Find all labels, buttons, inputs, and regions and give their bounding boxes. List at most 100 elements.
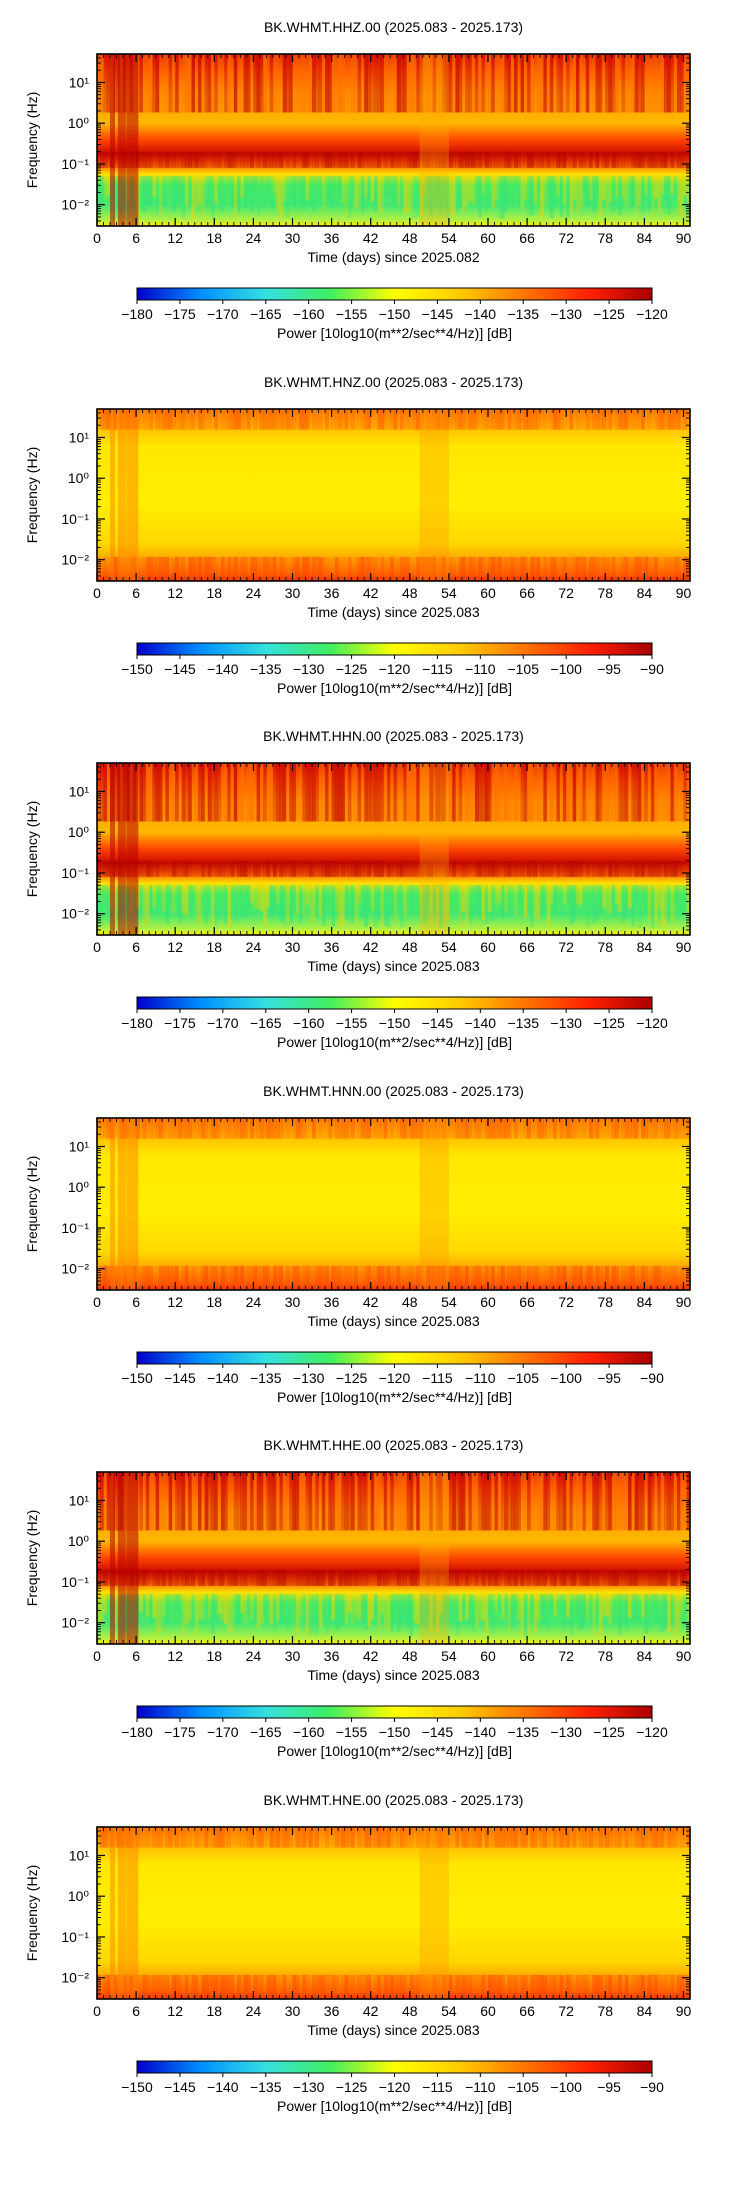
y-tick-label: 10⁰ xyxy=(68,1888,90,1904)
x-tick-label: 84 xyxy=(637,585,653,601)
spectrogram-panel: BK.WHMT.HNZ.00 (2025.083 - 2025.173) 0 6 12… xyxy=(0,365,750,725)
x-tick-label: 42 xyxy=(363,230,379,246)
colorbar-tick-label: −135 xyxy=(250,1370,282,1386)
x-tick-label: 24 xyxy=(246,585,262,601)
x-tick-label: 18 xyxy=(207,1294,223,1310)
x-tick-label: 24 xyxy=(246,230,262,246)
spectrogram-svg: BK.WHMT.HNE.00 (2025.083 - 2025.173) 0 6 12… xyxy=(24,1792,691,2114)
x-axis-label: Time (days) since 2025.083 xyxy=(307,958,479,974)
x-tick-label: 78 xyxy=(597,230,613,246)
x-tick-label: 0 xyxy=(93,1294,101,1310)
colorbar xyxy=(136,287,653,301)
x-tick-label: 30 xyxy=(285,230,301,246)
heatmap-texture xyxy=(97,1117,690,1290)
y-tick-label: 10⁻¹ xyxy=(61,511,89,527)
colorbar-label: Power [10log10(m**2/sec**4/Hz)] [dB] xyxy=(277,2098,512,2114)
heatmap-area xyxy=(97,1827,690,1999)
colorbar-tick-label: −130 xyxy=(550,306,582,322)
y-tick-label: 10⁻¹ xyxy=(61,1220,89,1236)
x-tick-label: 72 xyxy=(558,230,574,246)
colorbar xyxy=(136,1705,653,1719)
x-tick-label: 66 xyxy=(519,1648,535,1664)
colorbar-tick-label: −160 xyxy=(293,306,325,322)
colorbar-tick-label: −130 xyxy=(550,1015,582,1031)
axes-frame xyxy=(96,1471,691,1646)
y-tick-label: 10⁻² xyxy=(61,1970,89,1986)
spectrogram-svg: BK.WHMT.HNZ.00 (2025.083 - 2025.173) 0 6 12… xyxy=(24,374,691,696)
y-tick-label: 10⁻¹ xyxy=(61,1929,89,1945)
colorbar-label: Power [10log10(m**2/sec**4/Hz)] [dB] xyxy=(277,680,512,696)
colorbar-tick-label: −120 xyxy=(379,661,411,677)
colorbar-tick-label: −155 xyxy=(336,1015,368,1031)
colorbar-label: Power [10log10(m**2/sec**4/Hz)] [dB] xyxy=(277,1743,512,1759)
colorbar-tick-label: −130 xyxy=(293,2079,325,2095)
colorbar-tick-label: −125 xyxy=(593,306,625,322)
x-axis-label: Time (days) since 2025.083 xyxy=(307,1667,479,1683)
colorbar-tick-label: −160 xyxy=(293,1015,325,1031)
heatmap-texture xyxy=(97,1472,690,1645)
spectrogram-panel: BK.WHMT.HHZ.00 (2025.083 - 2025.173) 0 6 12… xyxy=(0,10,750,370)
y-tick-label: 10⁻¹ xyxy=(61,1574,89,1590)
x-tick-label: 60 xyxy=(480,585,496,601)
colorbar-tick-label: −150 xyxy=(121,1370,153,1386)
colorbar-tick-label: −125 xyxy=(593,1724,625,1740)
x-tick-label: 60 xyxy=(480,2003,496,2019)
x-tick-label: 42 xyxy=(363,1648,379,1664)
x-tick-label: 6 xyxy=(132,939,140,955)
colorbar-tick-label: −150 xyxy=(379,1015,411,1031)
x-tick-label: 66 xyxy=(519,1294,535,1310)
panel-title: BK.WHMT.HNZ.00 (2025.083 - 2025.173) xyxy=(264,374,523,390)
x-tick-label: 0 xyxy=(93,585,101,601)
colorbar-tick-label: −170 xyxy=(207,306,239,322)
x-tick-label: 18 xyxy=(207,1648,223,1664)
colorbar-tick-label: −145 xyxy=(164,661,196,677)
x-tick-label: 54 xyxy=(441,230,457,246)
colorbar-tick-label: −150 xyxy=(121,2079,153,2095)
spectrogram-svg: BK.WHMT.HHE.00 (2025.083 - 2025.173) 0 6 12… xyxy=(24,1437,691,1759)
colorbar-tick-label: −135 xyxy=(507,1724,539,1740)
heatmap-area xyxy=(97,54,690,226)
x-tick-label: 6 xyxy=(132,230,140,246)
y-axis-label: Frequency (Hz) xyxy=(24,1156,40,1252)
spectrogram-svg: BK.WHMT.HNN.00 (2025.083 - 2025.173) 0 6 12… xyxy=(24,1083,691,1405)
x-tick-label: 12 xyxy=(167,939,183,955)
heatmap-texture xyxy=(97,54,690,226)
x-tick-label: 54 xyxy=(441,2003,457,2019)
y-tick-label: 10¹ xyxy=(69,1847,90,1863)
axes-frame xyxy=(96,1116,691,1291)
spectrogram-panel: BK.WHMT.HHE.00 (2025.083 - 2025.173) 0 6 12… xyxy=(0,1428,750,1788)
x-tick-label: 84 xyxy=(637,230,653,246)
panel-title: BK.WHMT.HNE.00 (2025.083 - 2025.173) xyxy=(264,1792,524,1808)
colorbar-tick-label: −125 xyxy=(336,661,368,677)
colorbar-tick-label: −165 xyxy=(250,1015,282,1031)
colorbar-tick-label: −150 xyxy=(379,306,411,322)
y-tick-label: 10⁰ xyxy=(68,1534,90,1550)
panel-title: BK.WHMT.HHZ.00 (2025.083 - 2025.173) xyxy=(264,19,523,35)
y-axis-label: Frequency (Hz) xyxy=(24,92,40,188)
x-tick-label: 30 xyxy=(285,585,301,601)
heatmap-area xyxy=(97,1117,690,1290)
colorbar-tick-label: −145 xyxy=(422,306,454,322)
y-tick-label: 10¹ xyxy=(69,1493,90,1509)
colorbar-tick-label: −100 xyxy=(550,1370,582,1386)
colorbar-tick-label: −180 xyxy=(121,1724,153,1740)
x-tick-label: 54 xyxy=(441,585,457,601)
x-tick-label: 36 xyxy=(324,2003,340,2019)
colorbar-tick-label: −130 xyxy=(293,1370,325,1386)
x-axis-label: Time (days) since 2025.083 xyxy=(307,604,479,620)
colorbar-label: Power [10log10(m**2/sec**4/Hz)] [dB] xyxy=(277,1034,512,1050)
x-tick-label: 6 xyxy=(132,1294,140,1310)
x-tick-label: 84 xyxy=(637,2003,653,2019)
x-tick-label: 66 xyxy=(519,2003,535,2019)
colorbar-tick-label: −120 xyxy=(636,306,668,322)
colorbar-tick-label: −105 xyxy=(507,661,539,677)
x-tick-label: 24 xyxy=(246,1294,262,1310)
colorbar-tick-label: −100 xyxy=(550,661,582,677)
x-tick-label: 78 xyxy=(597,1294,613,1310)
x-tick-label: 66 xyxy=(519,230,535,246)
x-tick-label: 48 xyxy=(402,2003,418,2019)
x-axis-label: Time (days) since 2025.083 xyxy=(307,2022,479,2038)
axes-frame xyxy=(96,1826,691,2000)
y-tick-label: 10⁻¹ xyxy=(61,865,89,881)
